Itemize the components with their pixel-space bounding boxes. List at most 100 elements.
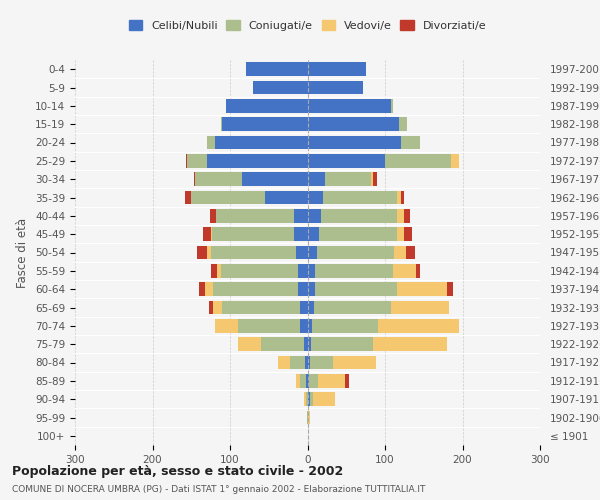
Bar <box>319 228 397 241</box>
Bar <box>371 172 373 186</box>
Bar <box>322 209 397 222</box>
Bar <box>323 190 397 204</box>
Bar <box>308 392 310 406</box>
Bar <box>385 154 451 168</box>
Bar <box>194 172 195 186</box>
Bar <box>308 172 325 186</box>
Bar <box>211 228 212 241</box>
Bar <box>315 264 393 278</box>
Bar <box>308 118 399 131</box>
Bar <box>238 338 261 351</box>
Bar <box>406 246 415 260</box>
Bar <box>215 136 308 149</box>
Bar <box>242 172 308 186</box>
Bar <box>216 209 293 222</box>
Bar <box>265 190 308 204</box>
Bar <box>397 228 404 241</box>
Bar <box>304 392 306 406</box>
Bar <box>308 209 322 222</box>
Bar <box>308 80 364 94</box>
Bar <box>310 356 333 370</box>
Bar <box>186 154 187 168</box>
Bar <box>245 62 308 76</box>
Bar <box>222 118 308 131</box>
Bar <box>211 264 217 278</box>
Bar <box>205 282 213 296</box>
Bar <box>391 99 393 112</box>
Bar <box>317 246 394 260</box>
Bar <box>296 374 300 388</box>
Bar <box>308 154 385 168</box>
Bar <box>401 190 404 204</box>
Bar <box>397 282 447 296</box>
Bar <box>300 300 308 314</box>
Bar <box>221 264 298 278</box>
Bar <box>210 209 216 222</box>
Bar <box>308 410 310 424</box>
Bar <box>207 136 215 149</box>
Bar <box>195 172 242 186</box>
Bar <box>447 282 453 296</box>
Bar <box>401 136 420 149</box>
Bar <box>312 319 378 332</box>
Bar <box>226 99 308 112</box>
Bar <box>308 190 323 204</box>
Bar <box>300 374 306 388</box>
Bar <box>308 264 315 278</box>
Bar <box>203 228 211 241</box>
Bar <box>298 264 308 278</box>
Bar <box>416 264 420 278</box>
Bar <box>217 264 221 278</box>
Bar <box>304 338 308 351</box>
Bar <box>305 356 308 370</box>
Bar <box>308 374 309 388</box>
Bar <box>185 190 191 204</box>
Bar <box>197 246 207 260</box>
Bar <box>319 374 346 388</box>
Bar <box>391 300 449 314</box>
Bar <box>253 80 308 94</box>
Bar <box>296 246 308 260</box>
Bar <box>378 319 460 332</box>
Bar <box>311 338 373 351</box>
Bar <box>308 300 314 314</box>
Bar <box>308 136 401 149</box>
Bar <box>293 228 308 241</box>
Bar <box>393 264 416 278</box>
Bar <box>313 392 335 406</box>
Y-axis label: Anni di nascita: Anni di nascita <box>599 209 600 296</box>
Bar <box>187 154 207 168</box>
Bar <box>310 392 313 406</box>
Bar <box>314 300 391 314</box>
Bar <box>451 154 458 168</box>
Bar <box>306 374 308 388</box>
Bar <box>278 356 290 370</box>
Bar <box>199 282 205 296</box>
Bar <box>307 410 308 424</box>
Bar <box>308 338 311 351</box>
Bar <box>261 338 304 351</box>
Bar <box>212 228 293 241</box>
Bar <box>308 62 365 76</box>
Bar <box>397 190 401 204</box>
Bar <box>300 319 308 332</box>
Bar <box>394 246 406 260</box>
Bar <box>308 228 319 241</box>
Bar <box>373 172 377 186</box>
Bar <box>213 282 298 296</box>
Bar <box>308 282 315 296</box>
Bar <box>215 319 238 332</box>
Bar <box>308 99 391 112</box>
Bar <box>222 300 300 314</box>
Legend: Celibi/Nubili, Coniugati/e, Vedovi/e, Divorziati/e: Celibi/Nubili, Coniugati/e, Vedovi/e, Di… <box>124 16 491 35</box>
Bar <box>191 190 265 204</box>
Y-axis label: Fasce di età: Fasce di età <box>16 218 29 288</box>
Bar <box>213 300 222 314</box>
Bar <box>207 246 211 260</box>
Bar <box>346 374 349 388</box>
Bar <box>207 154 308 168</box>
Bar <box>315 282 397 296</box>
Text: Popolazione per età, sesso e stato civile - 2002: Popolazione per età, sesso e stato civil… <box>12 465 343 478</box>
Bar <box>306 392 308 406</box>
Bar <box>333 356 376 370</box>
